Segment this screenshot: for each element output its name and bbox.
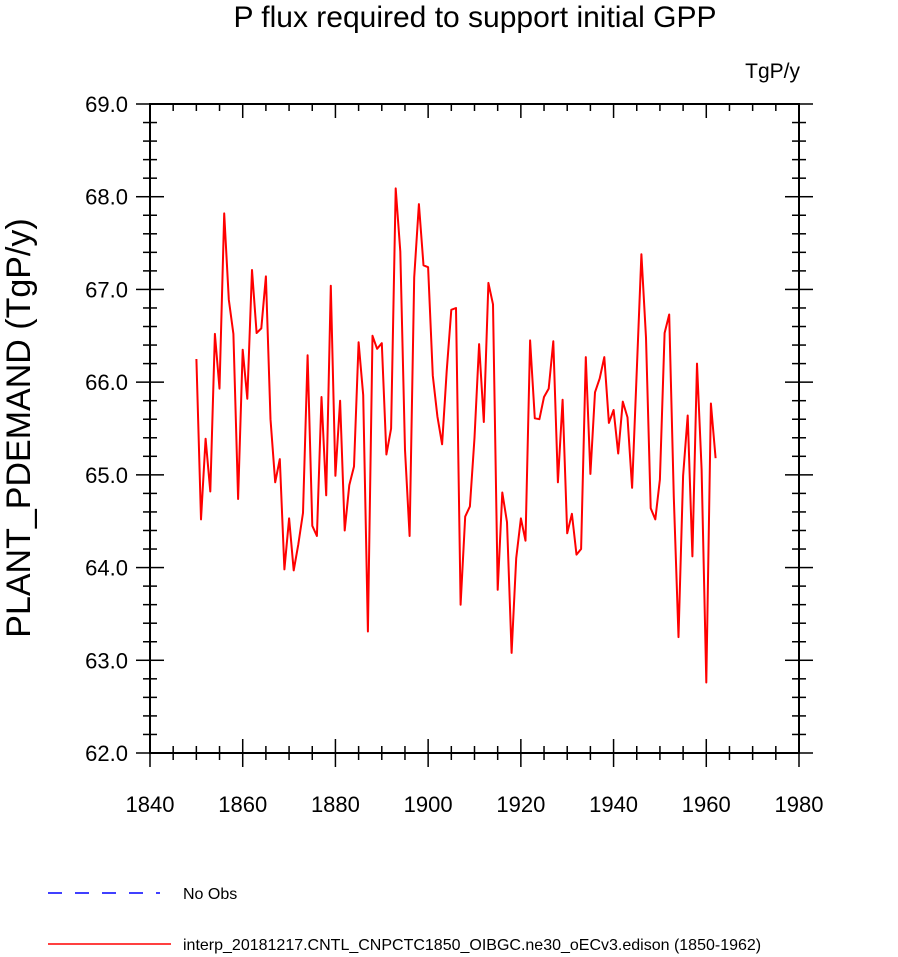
- plot-frame: [149, 103, 800, 754]
- legend: No Obs interp_20181217.CNTL_CNPCTC1850_O…: [48, 886, 761, 954]
- x-tick-labels: 1840 1860 1880 1900 1920 1940 1960 1980: [126, 792, 824, 817]
- legend-label-no-obs: No Obs: [183, 886, 237, 903]
- chart-title: P flux required to support initial GPP: [233, 1, 716, 34]
- data-series-line: [195, 187, 717, 684]
- x-tick-label: 1980: [775, 792, 824, 817]
- x-tick-label: 1960: [682, 792, 731, 817]
- axis-ticks: [136, 103, 813, 767]
- y-tick-label: 67.0: [85, 277, 128, 302]
- x-tick-label: 1900: [404, 792, 453, 817]
- x-tick-label: 1940: [589, 792, 638, 817]
- y-tick-label: 66.0: [85, 370, 128, 395]
- x-tick-label: 1920: [496, 792, 545, 817]
- x-tick-label: 1840: [126, 792, 175, 817]
- y-tick-label: 62.0: [85, 741, 128, 766]
- x-tick-label: 1860: [218, 792, 267, 817]
- x-tick-label: 1880: [311, 792, 360, 817]
- y-tick-label: 69.0: [85, 92, 128, 117]
- units-label: TgP/y: [745, 60, 800, 83]
- y-tick-label: 65.0: [85, 463, 128, 488]
- y-axis-label: PLANT_PDEMAND (TgP/y): [0, 218, 38, 637]
- y-tick-label: 63.0: [85, 648, 128, 673]
- y-tick-label: 64.0: [85, 556, 128, 581]
- y-tick-label: 68.0: [85, 185, 128, 210]
- legend-label-model: interp_20181217.CNTL_CNPCTC1850_OIBGC.ne…: [183, 937, 761, 954]
- y-tick-labels: 62.0 63.0 64.0 65.0 66.0 67.0 68.0 69.0: [85, 92, 128, 766]
